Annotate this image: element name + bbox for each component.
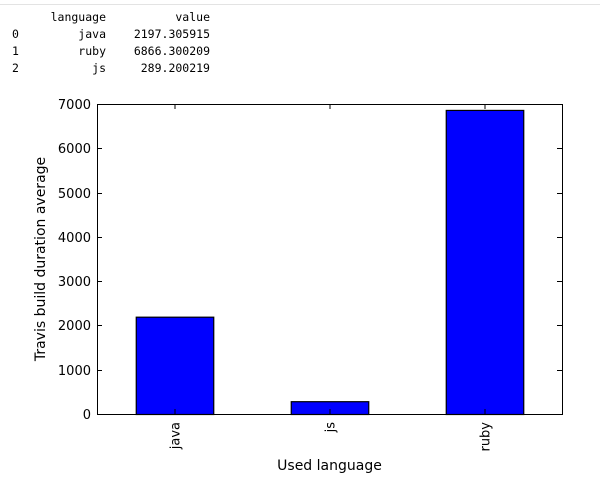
y-axis-label: Travis build duration average: [33, 157, 49, 362]
cell-top-border: [0, 0, 600, 5]
y-tick-label: 1000: [58, 364, 91, 379]
x-tick-label: java: [169, 422, 184, 450]
row-language: ruby: [78, 44, 106, 58]
dataframe-header-row: language value: [12, 9, 210, 26]
dataframe-row: 0 java 2197.305915: [12, 26, 210, 43]
y-tick-label: 5000: [58, 187, 91, 202]
row-index: 1: [12, 44, 19, 58]
row-value: 6866.300209: [133, 44, 210, 58]
y-tick-label: 0: [83, 408, 91, 423]
y-tick-label: 6000: [58, 142, 91, 157]
row-language: js: [92, 61, 106, 75]
bar-java: [135, 316, 215, 416]
y-tick-label: 4000: [58, 231, 91, 246]
dataframe-row: 2 js 289.200219: [12, 60, 210, 77]
x-tick-label: js: [324, 422, 339, 434]
x-tick-label: ruby: [479, 422, 494, 452]
dataframe-table: language value 0 java 2197.305915 1 ruby…: [12, 9, 210, 77]
x-axis-label: Used language: [277, 458, 382, 474]
plot-frame: [97, 104, 563, 415]
y-tick-label: 3000: [58, 275, 91, 290]
y-tick-label: 2000: [58, 319, 91, 334]
dataframe-row: 1 ruby 6866.300209: [12, 43, 210, 60]
y-tick-label: 7000: [58, 98, 91, 113]
row-value: 2197.305915: [133, 27, 210, 41]
bar-ruby: [445, 109, 525, 416]
row-language: java: [78, 27, 106, 41]
column-header-language: language: [50, 10, 106, 24]
row-index: 0: [12, 27, 19, 41]
y-axis-ticks: 0 1000 2000 3000 4000 5000 6000 7000: [58, 98, 562, 423]
row-value: 289.200219: [140, 61, 210, 75]
bars-group: [135, 109, 525, 416]
x-axis-ticks: java js ruby: [169, 104, 494, 452]
row-index: 2: [12, 61, 19, 75]
column-header-value: value: [175, 10, 210, 24]
